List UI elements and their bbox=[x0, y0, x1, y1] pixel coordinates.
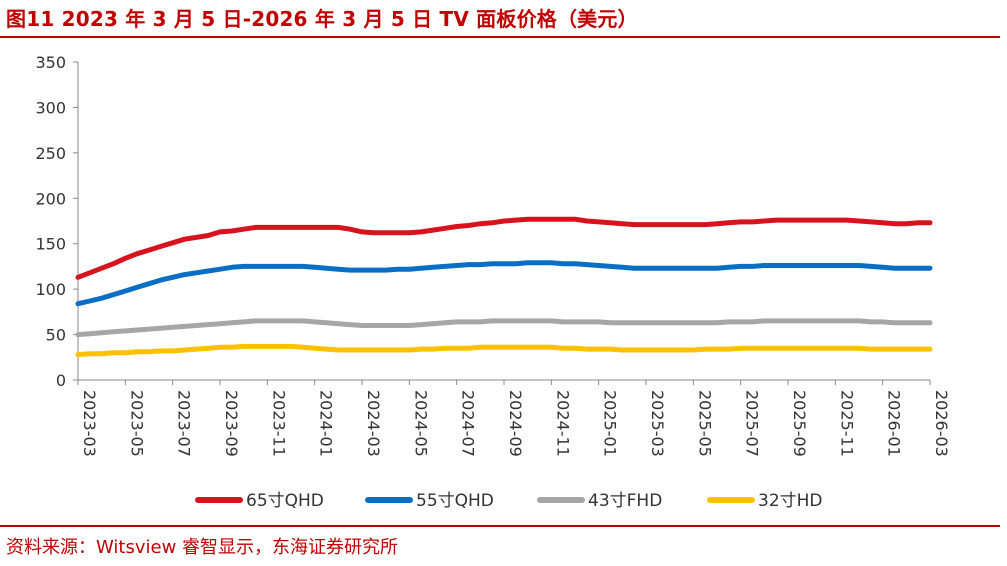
x-tick-label: 2023-07 bbox=[175, 390, 194, 457]
source-note: 资料来源：Witsview 睿智显示，东海证券研究所 bbox=[6, 537, 399, 558]
y-tick-label: 250 bbox=[35, 144, 66, 163]
series-line bbox=[75, 260, 933, 307]
source-divider bbox=[0, 525, 1000, 527]
x-tick-label: 2024-03 bbox=[364, 390, 383, 457]
legend-label: 32寸HD bbox=[758, 491, 823, 511]
x-tick-label: 2024-09 bbox=[506, 390, 525, 457]
title-divider bbox=[0, 36, 1000, 38]
y-tick-label: 350 bbox=[35, 53, 66, 72]
x-tick-label: 2025-05 bbox=[695, 390, 714, 457]
x-tick-label: 2024-11 bbox=[553, 390, 572, 457]
y-tick-label: 100 bbox=[35, 280, 66, 299]
x-tick-label: 2025-03 bbox=[648, 390, 667, 457]
x-tick-label: 2025-09 bbox=[790, 390, 809, 457]
y-tick-label: 150 bbox=[35, 235, 66, 254]
series-line bbox=[75, 216, 933, 280]
legend: 65寸QHD 55寸QHD 43寸FHD 32寸HD bbox=[195, 491, 823, 511]
x-tick-label: 2023-09 bbox=[222, 390, 241, 457]
y-tick-label: 300 bbox=[35, 98, 66, 117]
x-tick-label: 2023-05 bbox=[127, 390, 146, 457]
y-tick-label: 200 bbox=[35, 189, 66, 208]
x-tick-label: 2025-11 bbox=[837, 390, 856, 457]
chart-title: 图11 2023 年 3 月 5 日-2026 年 3 月 5 日 TV 面板价… bbox=[6, 7, 638, 31]
x-tick-label: 2025-07 bbox=[743, 390, 762, 457]
y-tick-label: 0 bbox=[56, 371, 66, 390]
x-tick-label: 2023-03 bbox=[80, 390, 99, 457]
series-lines bbox=[75, 216, 933, 358]
y-tick-label: 50 bbox=[46, 326, 66, 345]
legend-label: 55寸QHD bbox=[416, 491, 494, 511]
x-tick-label: 2026-01 bbox=[885, 390, 904, 457]
x-tick-label: 2024-07 bbox=[459, 390, 478, 457]
legend-label: 65寸QHD bbox=[246, 491, 324, 511]
series-line bbox=[75, 318, 933, 338]
x-tick-label: 2024-01 bbox=[317, 390, 336, 457]
x-tick-label: 2024-05 bbox=[411, 390, 430, 457]
legend-label: 43寸FHD bbox=[588, 491, 662, 511]
x-tick-label: 2023-11 bbox=[269, 390, 288, 457]
series-line bbox=[75, 343, 933, 358]
x-tick-label: 2025-01 bbox=[601, 390, 620, 457]
x-tick-label: 2026-03 bbox=[932, 390, 951, 457]
y-axis: 0 50 100 150 200 250 300 350 bbox=[35, 53, 79, 390]
x-axis: 2023-03 2023-05 2023-07 2023-09 2023-11 2024-… bbox=[77, 379, 951, 457]
